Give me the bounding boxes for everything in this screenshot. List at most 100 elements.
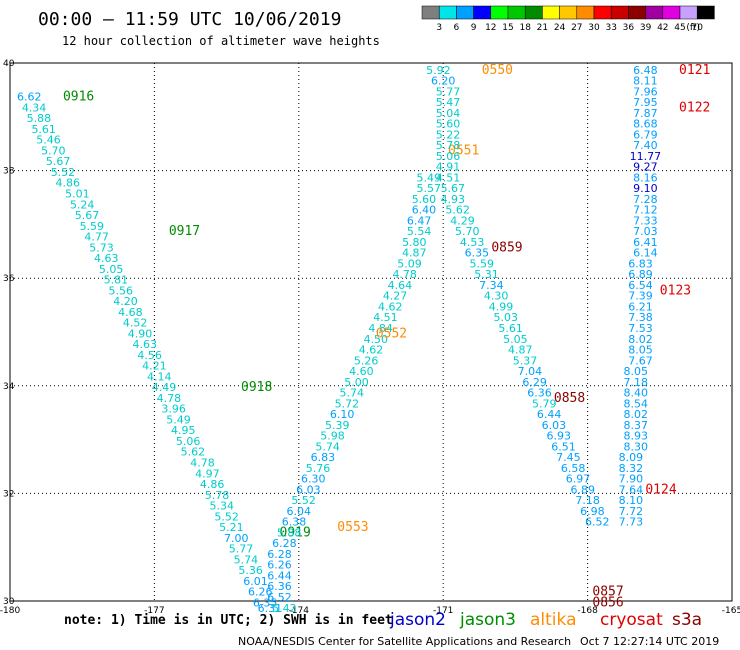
x-tick-label: -180 [0,606,20,616]
wave-height-value: 5.81 [104,274,129,287]
wave-height-value: 4.90 [128,327,153,340]
wave-height-value: 6.83 [311,451,336,464]
plot-frame [9,62,733,602]
wave-height-value: 7.87 [633,107,658,120]
wave-height-value: 5.57 [417,182,442,195]
time-label: 0122 [679,100,710,115]
wave-height-value: 6.01 [243,575,268,588]
wave-height-value: 6.30 [301,473,326,486]
wave-height-value: 6.26 [267,559,292,572]
wave-height-value: 5.01 [65,188,90,201]
colorbar-label: 33 [605,23,616,33]
wave-height-value: 4.77 [84,231,109,244]
colorbar-label: 6 [454,23,460,33]
colorbar-label: 9 [471,23,477,33]
colorbar-swatch [490,5,509,20]
wave-height-value: 7.34 [479,279,504,292]
legend-jason2: jason2 [389,610,446,630]
legend-cryosat: cryosat [600,610,663,630]
wave-height-value: 4.78 [392,268,417,281]
wave-height-value: 6.48 [633,64,658,77]
wave-height-value: 6.36 [267,580,292,593]
y-tick-label: 36 [3,274,15,284]
time-label: 0918 [241,380,272,395]
wave-height-value: 6.89 [571,483,596,496]
wave-height-value: 7.40 [633,139,658,152]
colorbar-swatch [542,5,560,20]
wave-height-value: 5.39 [325,419,350,432]
wave-height-value: 6.14 [633,247,658,260]
wave-height-value: 5.36 [238,564,263,577]
y-tick-label: 38 [3,167,15,177]
wave-height-value: 6.35 [465,247,490,260]
plot-area: -180 -177 -174 -171 -168 -165 40 38 36 34 32 30 [0,59,740,616]
colorbar-swatch [507,5,526,20]
wave-height-value: 8.11 [633,75,658,88]
wave-height-value: 7.28 [633,193,658,206]
wave-height-value: 5.34 [210,500,235,513]
wave-height-value: 5.73 [89,241,114,254]
wave-height-value: 8.37 [623,419,648,432]
wave-height-value: 5.98 [320,430,345,443]
x-tick-label: -171 [433,606,453,616]
wave-height-value: 9.10 [633,182,658,195]
time-label: 0123 [660,283,691,298]
colorbar-label: 42 [657,23,668,33]
colorbar-label: 45 [674,23,685,33]
wave-height-value: 8.32 [619,462,644,475]
wave-height-value: 5.77 [436,85,461,98]
colorbar-swatch [559,5,578,20]
colorbar-swatch [696,5,715,20]
wave-height-value: 6.38 [282,516,307,529]
time-label: 0917 [169,224,200,239]
wave-height-value: 8.09 [619,451,644,464]
wave-height-value: 4.53 [460,236,485,249]
wave-height-value: 7.64 [619,483,644,496]
colorbar-swatch [456,5,474,20]
wave-height-value: 8.93 [623,430,648,443]
colorbar-label: 3 [436,23,442,33]
colorbar-label: 15 [502,23,513,33]
wave-height-value: 4.78 [190,457,215,470]
wave-height-value: 4.91 [436,161,461,174]
wave-height-value: 5.54 [407,225,432,238]
wave-height-value: 6.03 [296,483,321,496]
wave-height-value: 5.72 [335,397,360,410]
data-points: 6.624.345.885.615.465.705.675.524.865.01… [17,63,710,615]
wave-height-value: 6.28 [272,537,297,550]
wave-height-value: 5.22 [436,128,461,141]
wave-height-value: 5.49 [417,171,442,184]
wave-height-value: 6.44 [537,408,562,421]
wave-height-value: 6.35 [253,596,278,609]
wave-height-value: 4.64 [388,279,413,292]
wave-height-value: 8.05 [623,365,648,378]
wave-height-value: 6.41 [633,236,658,249]
wave-height-value: 5.52 [214,510,239,523]
colorbar-label: 70 [691,23,703,33]
wave-height-value: 4.20 [113,295,138,308]
wave-height-value: 5.05 [503,333,528,346]
wave-height-value: 8.40 [623,387,648,400]
colorbar-swatch [421,5,440,20]
y-tick-label: 40 [3,59,15,69]
wave-height-value: 4.68 [118,306,143,319]
wave-height-value: 5.46 [36,134,61,147]
y-tick-label: 30 [3,597,15,607]
wave-height-value: 6.28 [267,548,292,561]
wave-height-value: 5.21 [219,521,244,534]
chart-subtitle: 12 hour collection of altimeter wave hei… [62,34,380,48]
wave-height-value: 4.93 [441,193,466,206]
time-label: 0552 [376,326,407,341]
wave-height-value: 5.78 [436,139,461,152]
wave-height-value: 5.80 [402,236,427,249]
wave-height-value: 6.89 [628,268,653,281]
wave-height-value: 5.37 [513,354,538,367]
wave-height-value: 6.97 [566,473,591,486]
wave-height-value: 4.99 [489,300,514,313]
wave-height-value: 4.95 [171,424,196,437]
wave-height-value: 7.04 [518,365,543,378]
wave-height-value: 4.63 [94,252,119,265]
wave-height-value: 6.47 [407,214,432,227]
colorbar-swatch [593,5,612,20]
